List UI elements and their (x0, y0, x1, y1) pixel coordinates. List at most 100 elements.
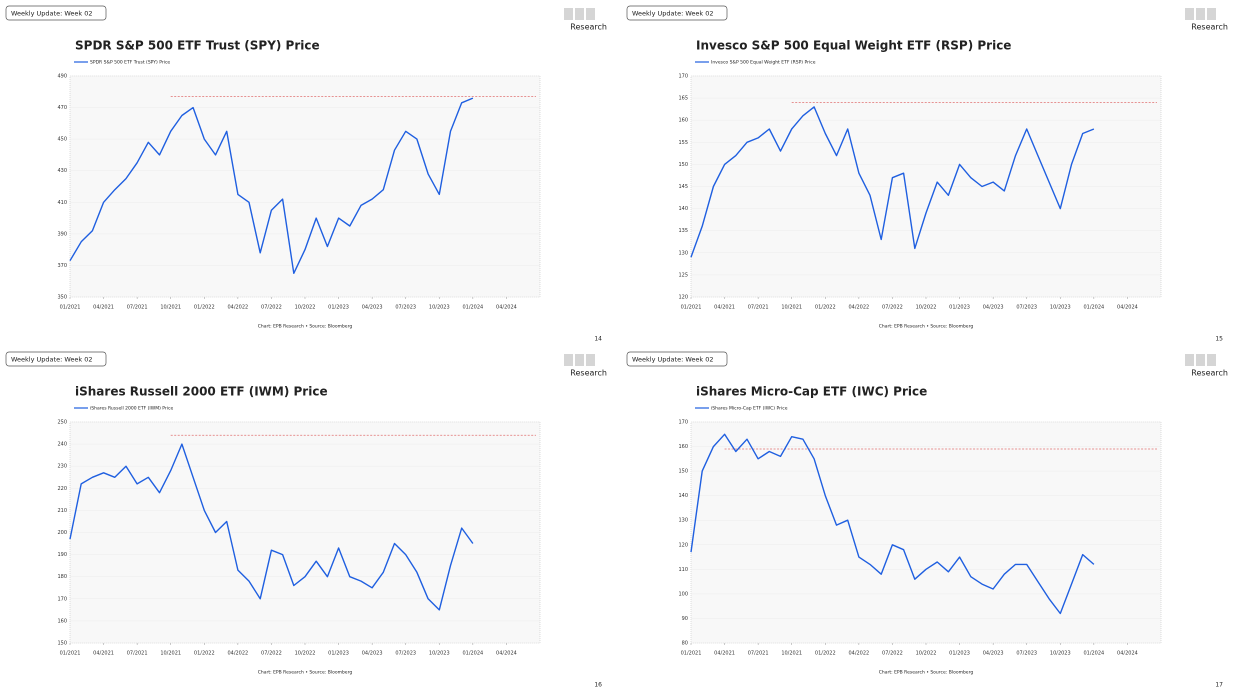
y-tick-label: 190 (57, 552, 67, 558)
page-number: 16 (594, 682, 602, 689)
logo-block (564, 8, 573, 20)
x-tick-label: 10/2023 (429, 305, 450, 311)
y-tick-label: 100 (678, 591, 688, 597)
x-tick-label: 07/2022 (882, 651, 903, 657)
x-tick-label: 10/2022 (295, 651, 316, 657)
series-line (69, 97, 474, 274)
y-tick-label: 140 (678, 206, 688, 212)
y-tick-label: 80 (682, 641, 688, 647)
y-tick-label: 160 (678, 118, 688, 124)
x-tick-label: 07/2023 (395, 651, 416, 657)
y-tick-label: 210 (57, 508, 67, 514)
y-tick-label: 250 (57, 420, 67, 426)
tag-box (5, 351, 107, 367)
x-tick-label: 10/2021 (160, 305, 181, 311)
legend-label: iShares Micro-Cap ETF (IWC) Price (711, 406, 788, 412)
x-tick-label: 04/2022 (227, 651, 248, 657)
x-tick-label: 10/2023 (1050, 305, 1071, 311)
logo-glyph (1185, 354, 1216, 366)
x-tick-label: 01/2022 (815, 651, 836, 657)
y-tick-label: 150 (57, 641, 67, 647)
slide: Weekly Update: Week 02 Research Chart: EPB… (626, 5, 1228, 343)
chart-title: iShares Russell 2000 ETF (IWM) Price (75, 385, 328, 399)
x-tick-label: 01/2024 (462, 651, 483, 657)
tag-box (5, 5, 107, 21)
y-tick-label: 430 (57, 168, 67, 174)
y-tick-label: 120 (678, 542, 688, 548)
y-tick-label: 470 (57, 105, 67, 111)
x-tick-label: 10/2022 (295, 305, 316, 311)
x-tick-label: 01/2022 (194, 305, 215, 311)
logo-block (1207, 354, 1216, 366)
tag: Weekly Update: Week 02 (632, 356, 713, 364)
series-line (69, 443, 474, 611)
x-tick-label: 04/2022 (227, 305, 248, 311)
logo-block (575, 354, 584, 366)
x-tick-label: 10/2021 (781, 305, 802, 311)
x-tick-label: 10/2021 (781, 651, 802, 657)
x-tick-label: 10/2023 (1050, 651, 1071, 657)
legend-label: Invesco S&P 500 Equal Weight ETF (RSP) P… (711, 60, 816, 66)
x-tick-label: 04/2024 (496, 651, 517, 657)
x-tick-label: 07/2022 (261, 651, 282, 657)
x-tick-label: 10/2021 (160, 651, 181, 657)
x-tick-label: 07/2023 (1016, 305, 1037, 311)
y-tick-label: 230 (57, 464, 67, 470)
y-tick-label: 110 (678, 567, 688, 573)
tag: Weekly Update: Week 02 (11, 10, 92, 18)
x-tick-label: 01/2024 (1083, 305, 1104, 311)
logo-glyph (564, 354, 595, 366)
logo-block (1185, 354, 1194, 366)
logo-block (564, 354, 573, 366)
y-tick-label: 135 (678, 228, 688, 234)
logo-block (586, 354, 595, 366)
chart-title: Invesco S&P 500 Equal Weight ETF (RSP) P… (696, 39, 1011, 53)
brand: Research (1191, 23, 1228, 32)
x-tick-label: 04/2024 (1117, 305, 1138, 311)
y-tick-label: 160 (57, 618, 67, 624)
x-tick-label: 01/2022 (194, 651, 215, 657)
x-tick-label: 01/2021 (60, 651, 81, 657)
x-tick-label: 07/2023 (1016, 651, 1037, 657)
y-tick-label: 145 (678, 184, 688, 190)
page-number: 15 (1215, 336, 1223, 343)
x-tick-label: 01/2022 (815, 305, 836, 311)
y-tick-label: 125 (678, 272, 688, 278)
brand: Research (570, 369, 607, 378)
x-tick-label: 04/2023 (983, 305, 1004, 311)
x-tick-label: 07/2021 (748, 651, 769, 657)
source: Chart: EPB Research • Source: Bloomberg (879, 670, 974, 676)
y-tick-label: 150 (678, 162, 688, 168)
legend-label: SPDR S&P 500 ETF Trust (SPY) Price (90, 60, 170, 66)
logo-glyph (564, 8, 595, 20)
slide: Weekly Update: Week 02 Research Chart: EPB… (5, 351, 607, 689)
y-tick-label: 350 (57, 295, 67, 301)
x-tick-label: 07/2021 (748, 305, 769, 311)
x-tick-label: 01/2023 (949, 305, 970, 311)
x-tick-label: 04/2023 (983, 651, 1004, 657)
series-line (690, 106, 1095, 258)
x-tick-label: 04/2021 (93, 651, 114, 657)
x-tick-label: 07/2022 (261, 305, 282, 311)
brand: Research (570, 23, 607, 32)
x-tick-label: 04/2022 (848, 305, 869, 311)
x-tick-label: 01/2021 (681, 305, 702, 311)
y-tick-label: 390 (57, 231, 67, 237)
logo-block (1196, 354, 1205, 366)
x-tick-label: 04/2023 (362, 651, 383, 657)
x-tick-label: 01/2021 (681, 651, 702, 657)
x-tick-label: 01/2024 (462, 305, 483, 311)
y-tick-label: 450 (57, 137, 67, 143)
legend-label: iShares Russell 2000 ETF (IWM) Price (90, 406, 173, 412)
y-tick-label: 180 (57, 574, 67, 580)
x-tick-label: 10/2022 (916, 651, 937, 657)
x-tick-label: 04/2021 (93, 305, 114, 311)
x-tick-label: 10/2023 (429, 651, 450, 657)
y-tick-label: 370 (57, 263, 67, 269)
x-tick-label: 04/2022 (848, 651, 869, 657)
x-tick-label: 10/2022 (916, 305, 937, 311)
tag: Weekly Update: Week 02 (11, 356, 92, 364)
y-tick-label: 170 (57, 596, 67, 602)
y-tick-label: 410 (57, 200, 67, 206)
